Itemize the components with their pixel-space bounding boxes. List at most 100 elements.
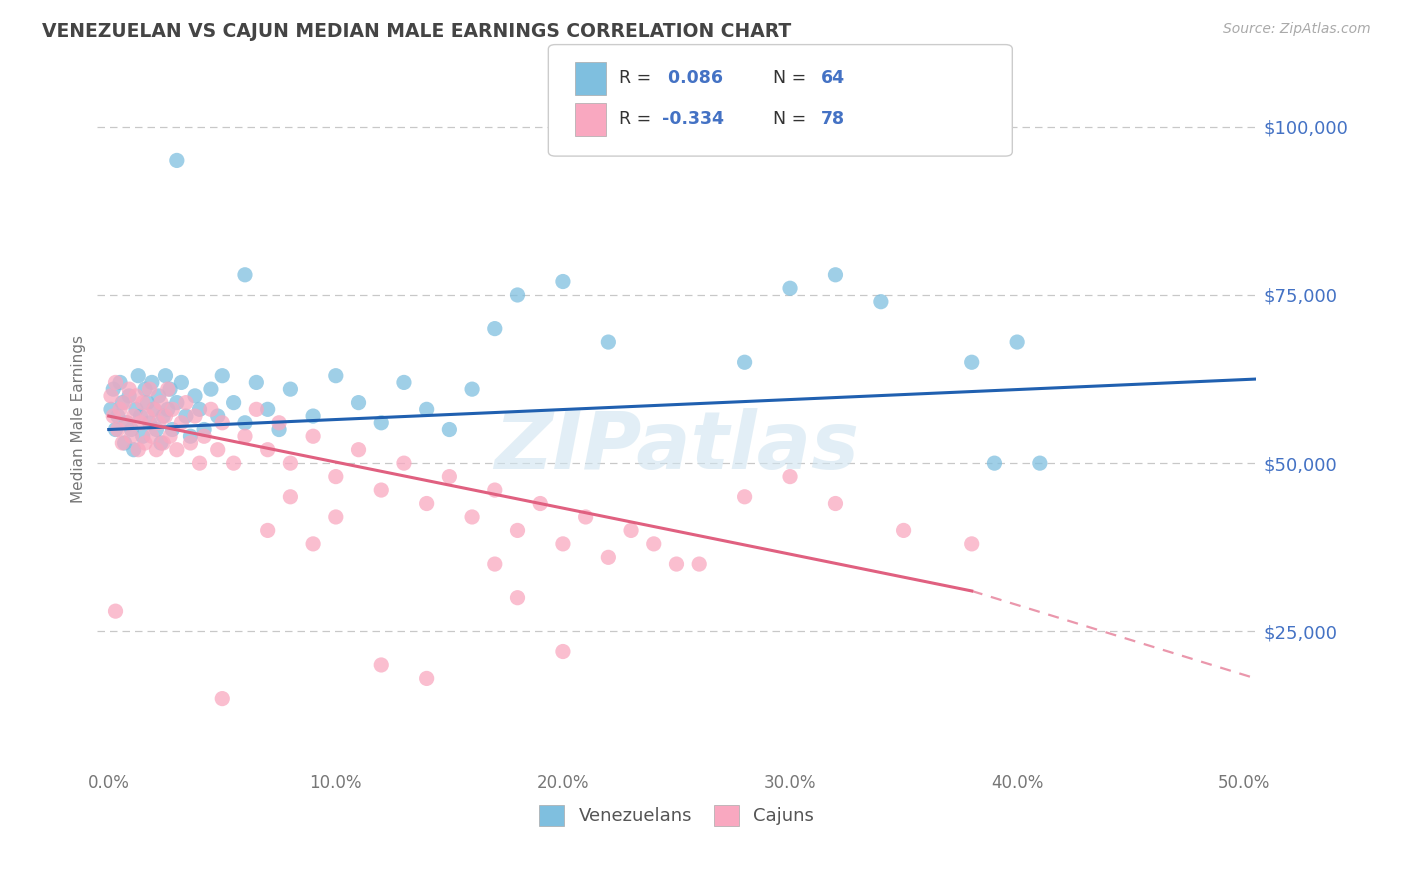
Point (184, 389, 207, 403)
Point (200, 402, 222, 417)
Point (256, 442, 278, 457)
Point (734, 355, 756, 369)
Text: 64: 64 (821, 69, 845, 87)
Point (484, 321, 506, 335)
Point (122, 442, 145, 457)
Point (120, 429, 142, 443)
Point (824, 268, 846, 282)
Point (280, 490, 302, 504)
Text: R =: R = (619, 110, 657, 128)
Point (136, 395, 159, 409)
Point (118, 389, 141, 403)
Point (174, 409, 197, 423)
Point (256, 402, 278, 417)
Point (233, 268, 256, 282)
Point (104, 376, 127, 390)
Point (125, 402, 148, 417)
Point (415, 496, 437, 510)
Point (347, 395, 370, 409)
Point (280, 456, 302, 470)
Text: 0.086: 0.086 (662, 69, 723, 87)
Point (779, 469, 801, 483)
Point (152, 409, 174, 423)
Point (111, 395, 134, 409)
Point (156, 382, 179, 396)
Text: R =: R = (619, 69, 657, 87)
Point (170, 376, 193, 390)
Point (983, 456, 1005, 470)
Point (188, 456, 211, 470)
Point (688, 557, 710, 571)
Point (103, 382, 125, 396)
Point (598, 334, 620, 349)
Point (104, 604, 127, 618)
Point (103, 409, 125, 423)
Point (115, 416, 138, 430)
Point (111, 436, 134, 450)
Point (211, 691, 233, 706)
Point (211, 368, 233, 383)
Point (824, 496, 846, 510)
Point (125, 389, 148, 403)
Point (138, 382, 160, 396)
Point (118, 382, 141, 396)
Point (256, 524, 278, 538)
Text: VENEZUELAN VS CAJUN MEDIAN MALE EARNINGS CORRELATION CHART: VENEZUELAN VS CAJUN MEDIAN MALE EARNINGS… (42, 22, 792, 41)
Point (104, 423, 127, 437)
Point (166, 395, 188, 409)
Point (129, 416, 152, 430)
Point (506, 288, 529, 302)
Point (148, 389, 170, 403)
Point (132, 429, 155, 443)
Point (193, 429, 215, 443)
Point (439, 423, 461, 437)
Point (325, 510, 347, 524)
Point (370, 483, 392, 497)
Point (152, 436, 174, 450)
Point (159, 429, 181, 443)
Point (141, 429, 163, 443)
Point (529, 496, 551, 510)
Point (1029, 456, 1052, 470)
Point (222, 395, 245, 409)
Point (179, 429, 201, 443)
Point (347, 442, 370, 457)
Point (233, 416, 256, 430)
Text: N =: N = (773, 110, 813, 128)
Point (156, 402, 179, 417)
Point (267, 423, 290, 437)
Point (162, 402, 184, 417)
Point (114, 436, 136, 450)
Point (325, 368, 347, 383)
Point (136, 409, 159, 423)
Point (461, 382, 484, 396)
Point (280, 382, 302, 396)
Point (148, 416, 170, 430)
Point (245, 402, 267, 417)
Point (155, 368, 177, 383)
Point (188, 402, 211, 417)
Point (166, 442, 188, 457)
Point (233, 429, 256, 443)
Point (108, 402, 131, 417)
Point (620, 524, 643, 538)
Point (143, 402, 166, 417)
Point (484, 557, 506, 571)
Point (643, 537, 665, 551)
Point (461, 510, 484, 524)
Point (184, 409, 207, 423)
Point (484, 483, 506, 497)
Point (207, 409, 229, 423)
Point (325, 469, 347, 483)
Point (170, 416, 193, 430)
Point (551, 537, 574, 551)
Point (960, 537, 983, 551)
Point (134, 436, 156, 450)
Point (392, 456, 415, 470)
Point (551, 644, 574, 658)
Point (506, 591, 529, 605)
Point (893, 524, 915, 538)
Point (107, 423, 129, 437)
Point (200, 382, 222, 396)
Y-axis label: Median Male Earnings: Median Male Earnings (72, 335, 86, 503)
